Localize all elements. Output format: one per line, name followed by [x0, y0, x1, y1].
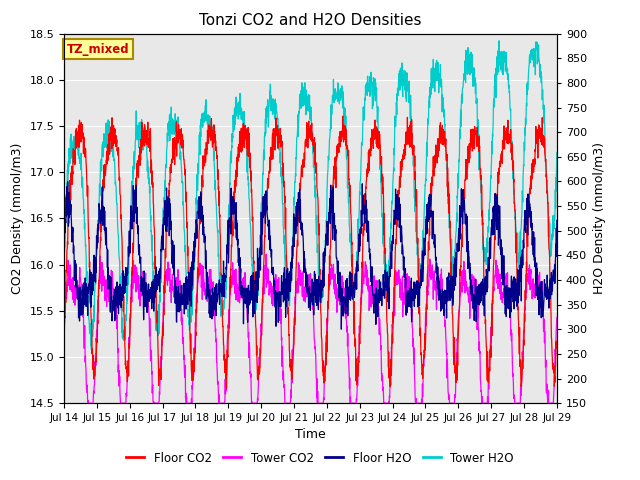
Text: TZ_mixed: TZ_mixed: [67, 43, 129, 56]
Y-axis label: CO2 Density (mmol/m3): CO2 Density (mmol/m3): [11, 143, 24, 294]
X-axis label: Time: Time: [295, 429, 326, 442]
Y-axis label: H2O Density (mmol/m3): H2O Density (mmol/m3): [593, 143, 605, 294]
Title: Tonzi CO2 and H2O Densities: Tonzi CO2 and H2O Densities: [199, 13, 422, 28]
Legend: Floor CO2, Tower CO2, Floor H2O, Tower H2O: Floor CO2, Tower CO2, Floor H2O, Tower H…: [122, 447, 518, 469]
